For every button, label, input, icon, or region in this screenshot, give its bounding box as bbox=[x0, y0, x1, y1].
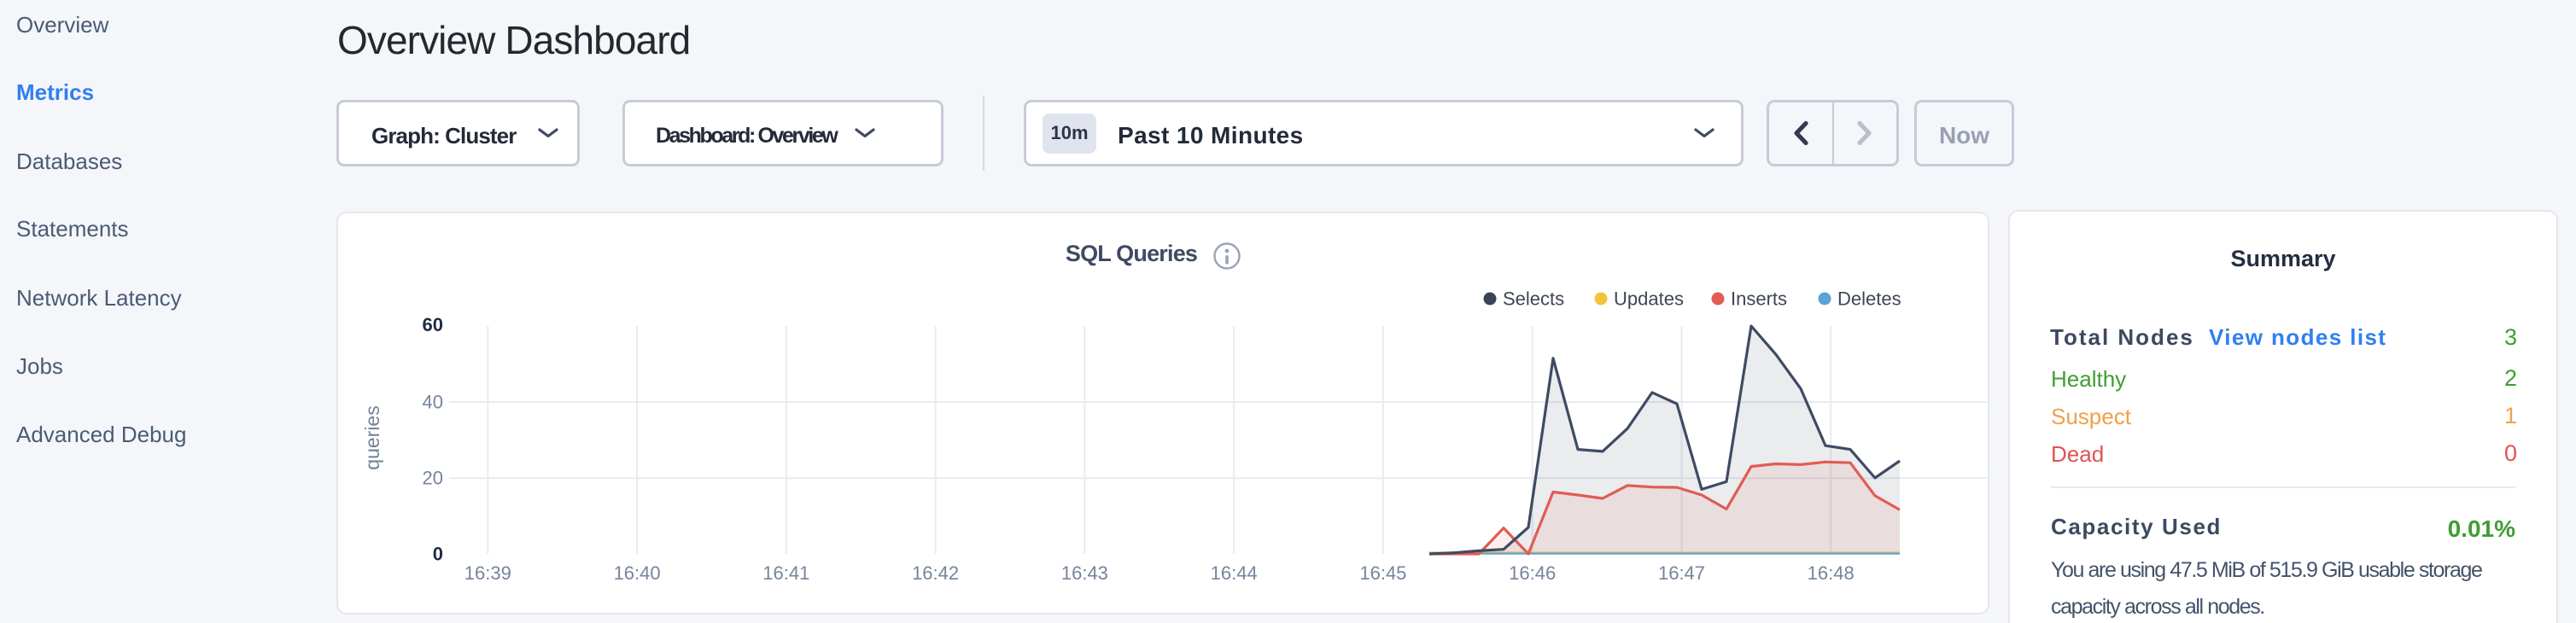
svg-text:Updates: Updates bbox=[1614, 288, 1684, 310]
svg-text:20: 20 bbox=[423, 468, 443, 489]
svg-text:60: 60 bbox=[423, 314, 443, 335]
svg-text:Inserts: Inserts bbox=[1731, 288, 1787, 310]
svg-text:0: 0 bbox=[433, 544, 443, 565]
svg-text:Deletes: Deletes bbox=[1837, 288, 1901, 310]
svg-text:16:39: 16:39 bbox=[464, 562, 511, 584]
svg-text:16:48: 16:48 bbox=[1808, 562, 1855, 584]
svg-text:16:47: 16:47 bbox=[1658, 562, 1705, 584]
svg-text:SQL Queries: SQL Queries bbox=[1066, 241, 1197, 266]
svg-text:16:43: 16:43 bbox=[1061, 562, 1108, 584]
svg-text:16:40: 16:40 bbox=[614, 562, 661, 584]
svg-text:16:44: 16:44 bbox=[1211, 562, 1258, 584]
svg-text:16:41: 16:41 bbox=[762, 562, 809, 584]
svg-text:16:45: 16:45 bbox=[1359, 562, 1406, 584]
svg-text:16:42: 16:42 bbox=[912, 562, 959, 584]
svg-text:16:46: 16:46 bbox=[1509, 562, 1556, 584]
svg-text:queries: queries bbox=[361, 405, 383, 469]
svg-text:40: 40 bbox=[423, 392, 443, 413]
svg-text:Selects: Selects bbox=[1503, 288, 1564, 310]
